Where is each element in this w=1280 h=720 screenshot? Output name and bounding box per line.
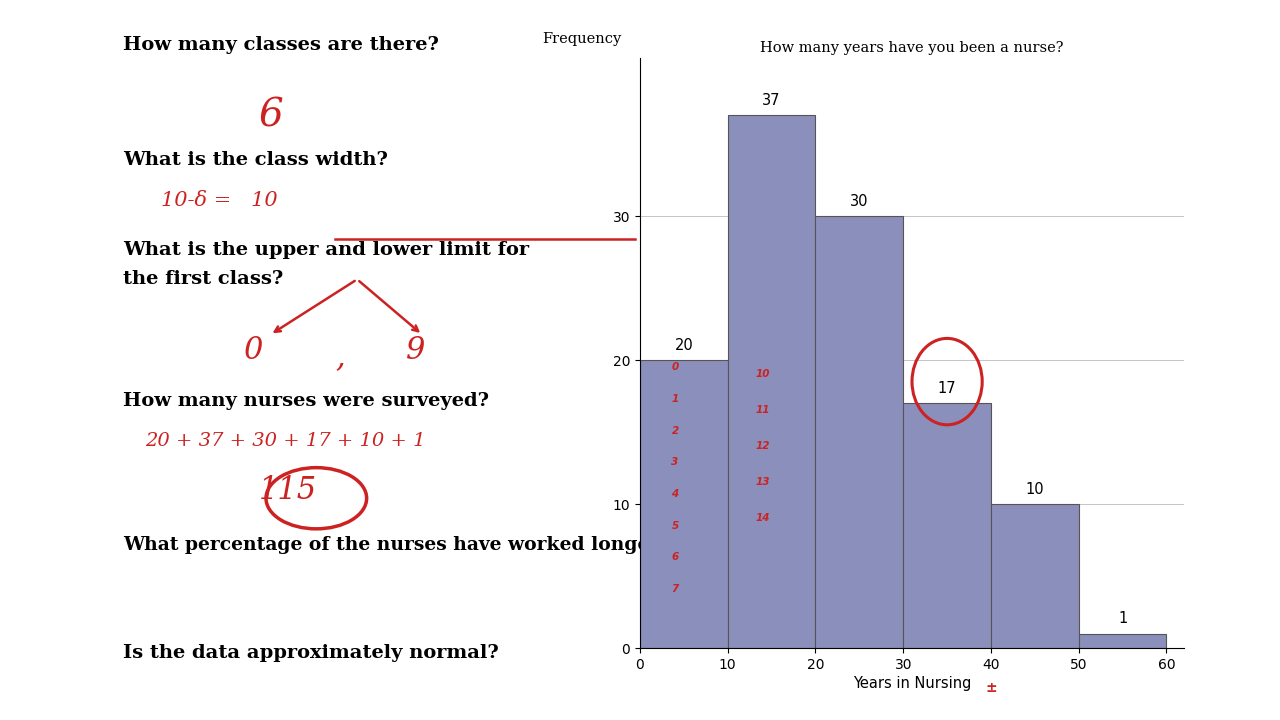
Bar [640, 360, 728, 648]
Text: 13: 13 [755, 477, 771, 487]
Text: 20: 20 [675, 338, 694, 353]
Text: 12: 12 [755, 441, 771, 451]
Text: 14: 14 [755, 513, 771, 523]
Text: 30: 30 [850, 194, 869, 209]
Text: 37: 37 [763, 93, 781, 108]
Text: 6: 6 [259, 97, 284, 134]
Text: 17: 17 [938, 381, 956, 396]
Text: 10: 10 [1025, 482, 1044, 497]
Text: What percentage of the nurses have worked longer than 30 years?: What percentage of the nurses have worke… [123, 536, 819, 554]
Bar [904, 403, 991, 648]
Text: 3: 3 [672, 457, 678, 467]
Text: 2: 2 [672, 426, 678, 436]
Text: 115: 115 [259, 475, 317, 506]
Text: What is the class width?: What is the class width? [123, 151, 388, 169]
Text: Is the data approximately normal?: Is the data approximately normal? [123, 644, 499, 662]
Text: 0: 0 [672, 362, 678, 372]
Text: 1: 1 [672, 394, 678, 404]
Title: How many years have you been a nurse?: How many years have you been a nurse? [760, 41, 1064, 55]
Text: the first class?: the first class? [123, 270, 283, 288]
Text: How many nurses were surveyed?: How many nurses were surveyed? [123, 392, 489, 410]
Text: 10: 10 [755, 369, 771, 379]
Text: How many classes are there?: How many classes are there? [123, 36, 439, 54]
Text: 10-δ =   10: 10-δ = 10 [161, 191, 278, 210]
Text: 4: 4 [672, 489, 678, 499]
Text: ,: , [335, 342, 346, 373]
Text: 20 + 37 + 30 + 17 + 10 + 1: 20 + 37 + 30 + 17 + 10 + 1 [145, 432, 425, 450]
Bar [1079, 634, 1166, 648]
Bar [815, 216, 904, 648]
Text: 5: 5 [672, 521, 678, 531]
X-axis label: Years in Nursing: Years in Nursing [852, 676, 972, 691]
Text: What is the upper and lower limit for: What is the upper and lower limit for [123, 241, 530, 259]
Text: ±: ± [986, 681, 997, 696]
Text: 0: 0 [243, 335, 262, 366]
Text: 1: 1 [1117, 611, 1128, 626]
Bar [991, 504, 1079, 648]
Text: 9: 9 [406, 335, 425, 366]
Text: 6: 6 [672, 552, 678, 562]
Text: 7: 7 [672, 584, 678, 594]
Text: 11: 11 [755, 405, 771, 415]
Bar [728, 115, 815, 648]
Text: Frequency: Frequency [543, 32, 621, 46]
